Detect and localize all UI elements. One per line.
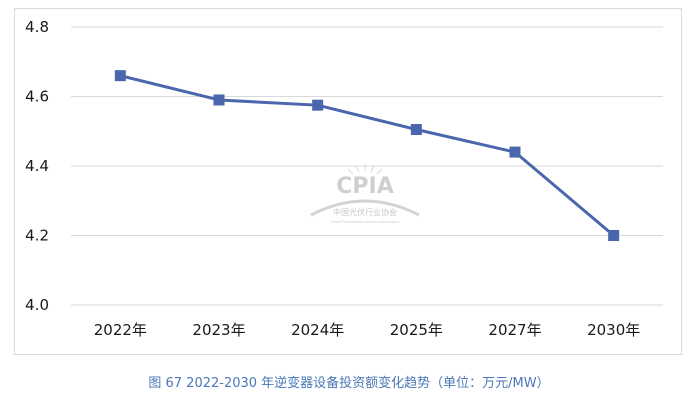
- data-point-marker: [608, 230, 620, 241]
- x-tick-label: 2024年: [291, 321, 344, 339]
- y-tick-label: 4.8: [25, 18, 49, 36]
- chart-frame: 4.0 4.2 4.4 4.6 4.8 2022年 2023年 2024年 2025年 2027…: [14, 8, 682, 355]
- x-tick-label: 2025年: [390, 321, 443, 339]
- data-point-marker: [213, 94, 225, 106]
- watermark-org-cn: 中国光伏行业协会: [333, 207, 397, 217]
- watermark-org-en: China Photovoltaic Industry Association: [330, 220, 399, 224]
- cpia-watermark-logo: CPIA 中国光伏行业协会 China Photovoltaic Industr…: [310, 165, 420, 224]
- y-tick-label: 4.6: [25, 88, 49, 106]
- y-tick-label: 4.2: [25, 227, 49, 245]
- data-point-marker: [410, 124, 422, 136]
- data-point-marker: [312, 99, 324, 111]
- data-point-marker: [509, 146, 521, 158]
- y-tick-label: 4.0: [25, 296, 49, 314]
- series-line: [119, 74, 615, 237]
- x-tick-label: 2022年: [94, 321, 147, 339]
- figure-caption: 图 67 2022-2030 年逆变器设备投资额变化趋势（单位：万元/MW）: [148, 376, 550, 391]
- series-layer: [114, 70, 620, 241]
- y-axis-ticks: 4.0 4.2 4.4 4.6 4.8: [25, 18, 49, 314]
- gridlines: [71, 26, 663, 306]
- y-tick-label: 4.4: [25, 157, 49, 175]
- line-chart: 4.0 4.2 4.4 4.6 4.8 2022年 2023年 2024年 2025年 2027…: [25, 18, 663, 339]
- data-point-marker: [114, 70, 126, 82]
- x-axis-ticks: 2022年 2023年 2024年 2025年 2027年 2030年: [94, 321, 641, 339]
- watermark-logo-text: CPIA: [336, 174, 393, 199]
- x-tick-label: 2023年: [192, 321, 245, 339]
- x-tick-label: 2030年: [587, 321, 640, 339]
- x-tick-label: 2027年: [488, 321, 541, 339]
